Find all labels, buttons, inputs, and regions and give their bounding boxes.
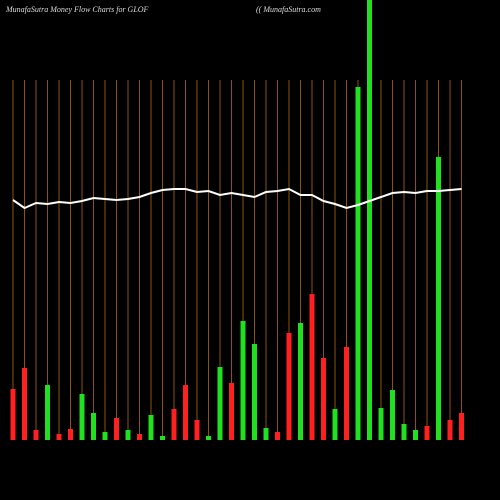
bar xyxy=(33,430,39,440)
bar xyxy=(321,358,326,440)
bar xyxy=(91,413,96,440)
chart-subtitle: (( MunafaSutra.com xyxy=(256,5,321,14)
bar xyxy=(79,394,85,440)
bar xyxy=(240,321,246,440)
bar xyxy=(206,436,211,440)
bar xyxy=(252,344,257,440)
bar xyxy=(125,430,131,440)
bar xyxy=(298,323,303,440)
bar xyxy=(114,418,119,440)
bar xyxy=(286,333,292,440)
bar xyxy=(447,420,453,440)
bar xyxy=(183,385,188,440)
bar xyxy=(459,413,464,440)
bar xyxy=(355,87,361,440)
bar xyxy=(332,409,338,440)
chart-title: MunafaSutra Money Flow Charts for GLOF xyxy=(5,5,149,14)
bar xyxy=(22,368,27,440)
bar xyxy=(275,432,280,440)
bar xyxy=(10,389,16,440)
bar xyxy=(56,434,62,440)
money-flow-line xyxy=(12,187,462,210)
bar xyxy=(436,157,441,440)
bar xyxy=(45,385,50,440)
bar xyxy=(378,408,384,440)
bar xyxy=(102,432,108,440)
bar xyxy=(171,409,177,440)
bar xyxy=(390,390,395,440)
bar xyxy=(413,430,418,440)
bar xyxy=(148,415,154,440)
bar xyxy=(68,429,73,440)
bar xyxy=(344,347,349,440)
bar xyxy=(263,428,269,440)
bar xyxy=(367,0,372,440)
bar xyxy=(160,436,165,440)
bar xyxy=(424,426,430,440)
bar xyxy=(137,434,142,440)
bar xyxy=(217,367,223,440)
bar xyxy=(401,424,407,440)
bar xyxy=(229,383,234,440)
bar xyxy=(309,294,315,440)
bar xyxy=(194,420,200,440)
